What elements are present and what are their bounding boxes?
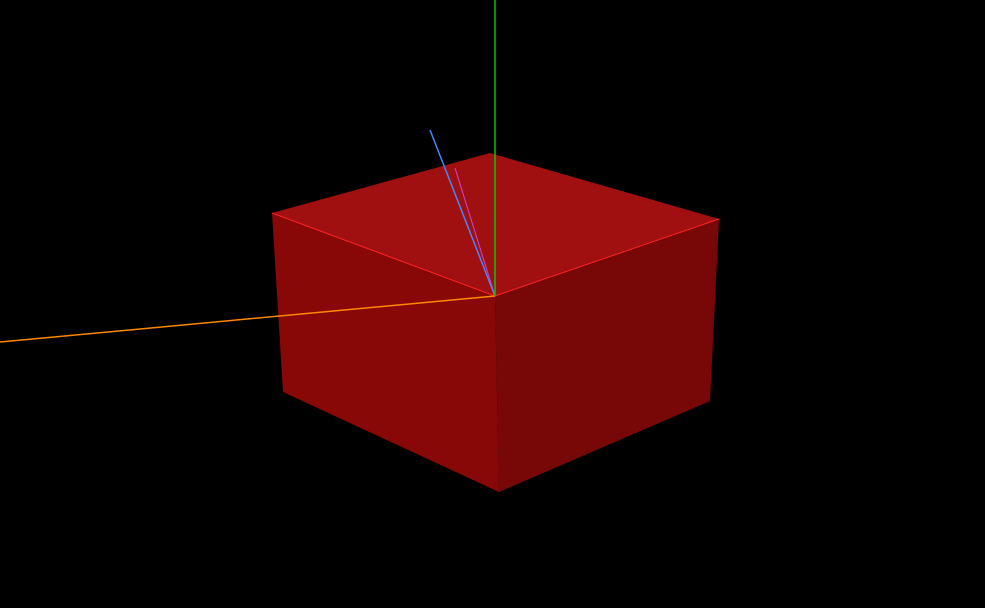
3d-viewport[interactable] bbox=[0, 0, 985, 608]
3d-scene bbox=[0, 0, 985, 608]
